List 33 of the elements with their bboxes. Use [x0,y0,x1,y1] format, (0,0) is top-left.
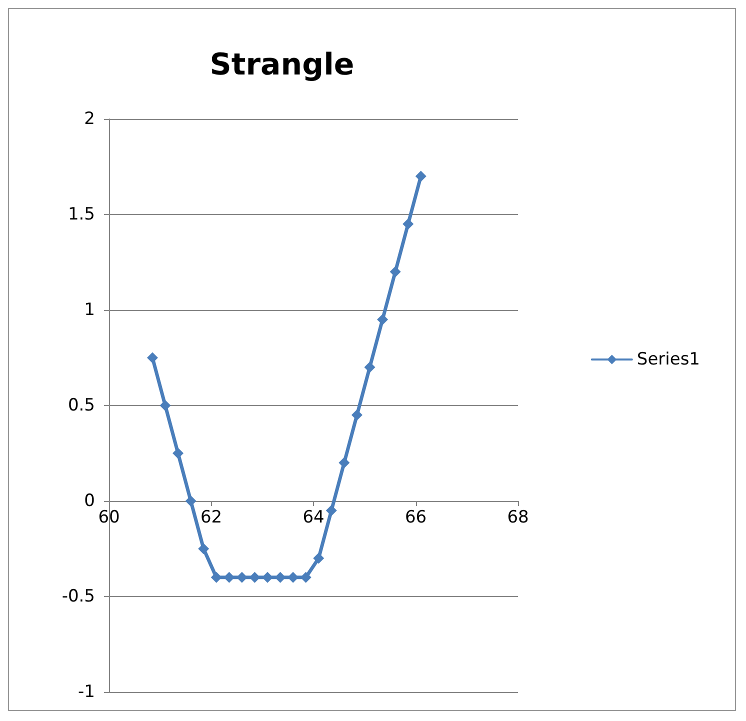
point [300,572,312,583]
x-tick-label: 68 [507,508,529,528]
y-tick-label: 0.5 [68,396,95,416]
point [351,410,362,421]
point [160,400,171,411]
point [210,572,222,583]
y-tick-label: 2 [84,109,95,129]
y-tick-label: -0.5 [62,586,95,606]
x-tick-label: 64 [302,508,324,528]
point [377,314,388,326]
y-tick-label: 1 [84,300,95,320]
point [249,572,260,583]
x-tick-label: 62 [200,508,222,528]
point [338,457,350,468]
x-tick-label: 60 [98,508,120,528]
point [326,505,337,516]
point [274,572,286,583]
x-tick-label: 66 [404,508,427,528]
y-tick-label: -1 [78,682,95,702]
point [390,266,401,278]
point [146,352,158,364]
y-tick-label: 0 [84,491,95,511]
chart-title: Strangle [210,48,354,82]
point [402,218,414,230]
legend-label: Series1 [636,350,700,370]
point [415,170,426,182]
point [313,552,324,564]
point [172,448,184,459]
point [185,496,196,506]
point [198,543,210,554]
point [224,572,235,583]
point [364,362,376,373]
y-tick-label: 1.5 [68,204,95,224]
